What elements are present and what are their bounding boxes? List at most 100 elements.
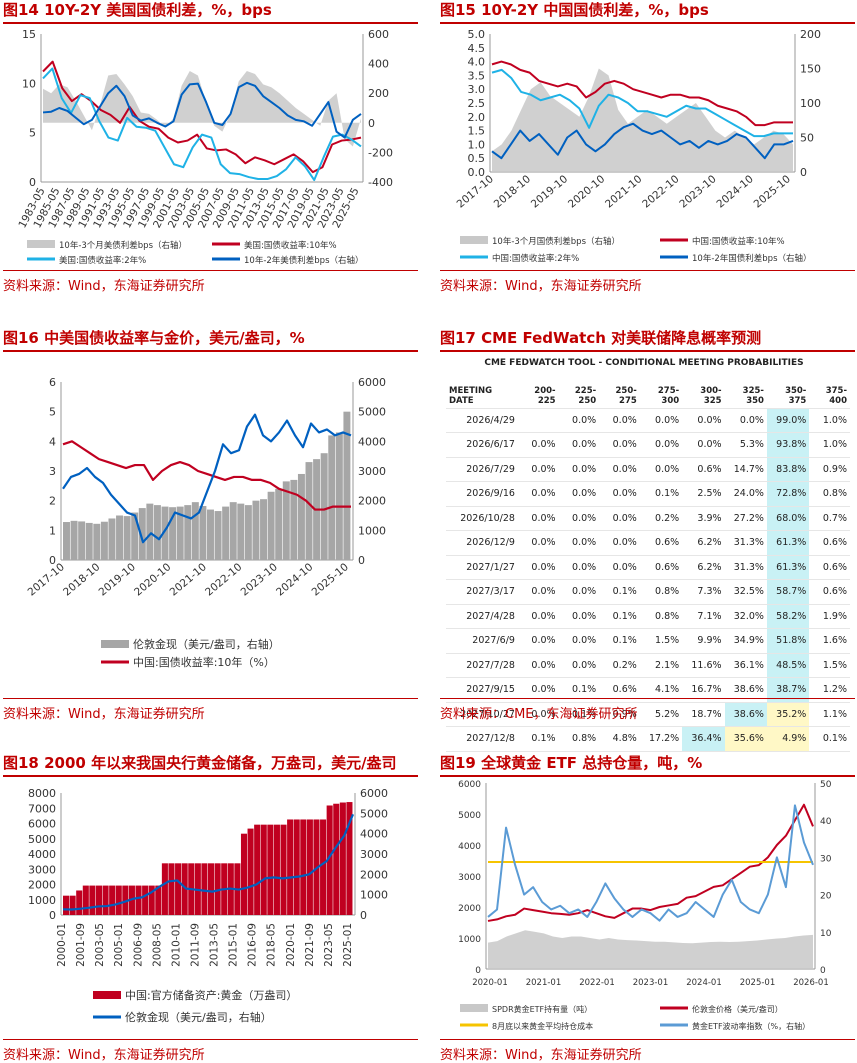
fig17-probability-cell: 5.3% [724,432,767,458]
fig15-y-left-tick: 0.0 [468,166,486,179]
fig16-series-0-bar [252,500,260,560]
fig17-probability-cell: 0.1% [599,579,640,605]
fig18-series-0-bar [109,885,116,915]
fig16-series-0-bar [305,462,313,560]
fig17-probability-cell: 38.6% [724,702,767,727]
fig18-y-left-tick: 3000 [28,863,56,876]
fig17-probability-cell: 0.0% [599,481,640,507]
fig17-probability-cell: 6.2% [682,530,725,556]
fig18-x-tick: 2016-09 [247,923,259,967]
fig17-probability-cell: 32.0% [724,604,767,629]
fig18-x-tick: 2018-05 [266,923,278,967]
fig18-series-0-bar [76,890,83,915]
fig18-series-0-bar [122,885,129,915]
fig19-legend-label: 伦敦金价格（美元/盎司） [692,1004,783,1014]
fig18-series-0-bar [306,819,313,915]
fig15-panel: 图15 10Y-2Y 中国国债利差，%，bps 0.0 0.5 1.0 1.5 2.0 2… [440,0,855,294]
fig17-probability-cell: 0.0% [639,408,683,433]
fig18-x-tick: 2006-09 [132,923,144,967]
fig17-probability-cell: 0.0% [558,481,600,507]
fig14-y-left-tick: 10 [22,77,36,90]
fig16-series-0-bar [108,518,116,560]
fig18-y-right-tick: 0 [360,909,367,922]
fig15-y-right-tick: 50 [800,132,814,145]
fig19-chart: 0 1000 2000 3000 4000 5000 6000 0 10 20 30 40 50 2020… [458,780,832,1031]
fig18-series-0-bar [254,824,261,915]
fig17-col-header: 250-275 [599,384,640,409]
fig17-probability-cell: 0.0% [639,457,683,482]
fig17-probability-cell: 0.7% [809,506,850,531]
fig17-probability-cell: 18.7% [682,702,725,727]
fig18-series-0-bar [69,895,76,915]
fig14-series-3-line [42,81,362,139]
fig17-probability-cell: 99.0% [766,408,810,433]
fig17-probability-cell: 11.6% [682,653,725,678]
fig17-probability-cell: 0.0% [558,653,600,678]
fig15-y-left-tick: 4.0 [468,56,486,69]
fig18-series-0-bar [300,819,307,915]
fig16-series-2-line [62,413,352,544]
fig16-y-left-tick: 6 [49,376,56,389]
fig15-legend-label: 10年-3个月国债利差bps（右轴） [492,236,620,247]
fig16-y-right-tick: 5000 [358,406,386,419]
fig17-col-header: 350-375 [766,384,810,409]
fig16-series-0-bar [237,503,245,560]
fig17-probability-cell: 61.3% [766,530,810,556]
fig18-series-0-bar [333,803,340,915]
fig18-chart: 0 1000 2000 3000 4000 5000 6000 7000 8000 0 1000 20… [28,787,388,1024]
fig18-y-right-tick: 5000 [360,807,388,820]
fig18-series-0-bar [273,824,280,915]
fig16-series-0-bar [290,479,298,560]
fig18-y-left-tick: 1000 [28,894,56,907]
fig17-meeting-date: 2027/6/9 [446,628,518,654]
fig19-series-1-line [487,803,814,922]
fig18-series-0-bar [168,863,175,915]
fig17-col-header: 225-250 [558,384,600,409]
fig17-probability-cell: 31.3% [724,530,767,556]
fig15-x-tick: 2020-10 [566,173,607,210]
fig18-y-right-tick: 6000 [360,787,388,800]
fig19-x-tick: 2020-01 [472,978,508,988]
fig15-y-left-tick: 0.5 [468,152,486,165]
table-row: 2026/6/17 0.0% 0.0% 0.0% 0.0% 0.0% 5.3% 93.8% 1.… [446,432,850,458]
fig17-meeting-date: 2026/4/29 [446,408,518,433]
fig17-probability-cell: 36.1% [724,653,767,678]
fig17-probability-cell: 0.8% [809,481,850,507]
fig17-probability-cell: 1.5% [809,653,850,678]
fig17-probability-cell: 72.8% [766,481,810,507]
fig18-series-0-bar [148,885,155,915]
fig19-y-left-tick: 4000 [458,842,481,852]
fig18-series-0-bar [95,885,103,915]
fig18-series-1-line [62,813,355,911]
fig17-probability-cell: 5.2% [639,702,683,727]
fig15-y-right-tick: 100 [800,97,821,110]
fig17-probability-cell: 93.8% [766,432,810,458]
fig16-series-0-bar [63,522,70,560]
fig18-y-left-tick: 8000 [28,787,56,800]
fig16-series-0-bar [70,520,78,560]
fig14-y-right-tick: 400 [368,58,389,71]
fig17-probability-cell: 1.1% [809,702,850,727]
fig17-probability-cell: 0.0% [517,457,559,482]
fig17-probability-cell: 34.9% [724,628,767,654]
fig15-y-right-tick: 200 [800,28,821,41]
fig15-series-1-line [491,60,793,127]
fig19-y-left-tick: 0 [475,966,481,976]
table-row: 2027/1/27 0.0% 0.0% 0.0% 0.6% 6.2% 31.3% 61.3% 0… [446,555,850,580]
fig17-meeting-date: 2027/4/28 [446,604,518,629]
fig18-legend-swatch [93,991,121,999]
fig16-series-0-bar [169,507,177,560]
fig18-y-left-tick: 7000 [28,802,56,815]
fig17-probability-cell: 0.2% [639,506,683,531]
fig16-series-0-bar [78,521,86,560]
table-row: 2027/7/28 0.0% 0.0% 0.2% 2.1% 11.6% 36.1% 48.5%… [446,653,850,678]
fig18-y-left-tick: 2000 [28,879,56,892]
fig17-probability-cell: 0.6% [809,555,850,580]
fig16-x-tick: 2020-10 [132,561,173,598]
fig15-x-tick: 2019-10 [529,173,570,210]
fig15-x-tick: 2021-10 [603,173,644,210]
fig17-source: 资料来源：CME，东海证券研究所 [440,698,855,722]
fig15-y-left-tick: 2.5 [468,97,486,110]
fig15-y-right-tick: 150 [800,63,821,76]
fig15-y-left-tick: 1.5 [468,125,486,138]
